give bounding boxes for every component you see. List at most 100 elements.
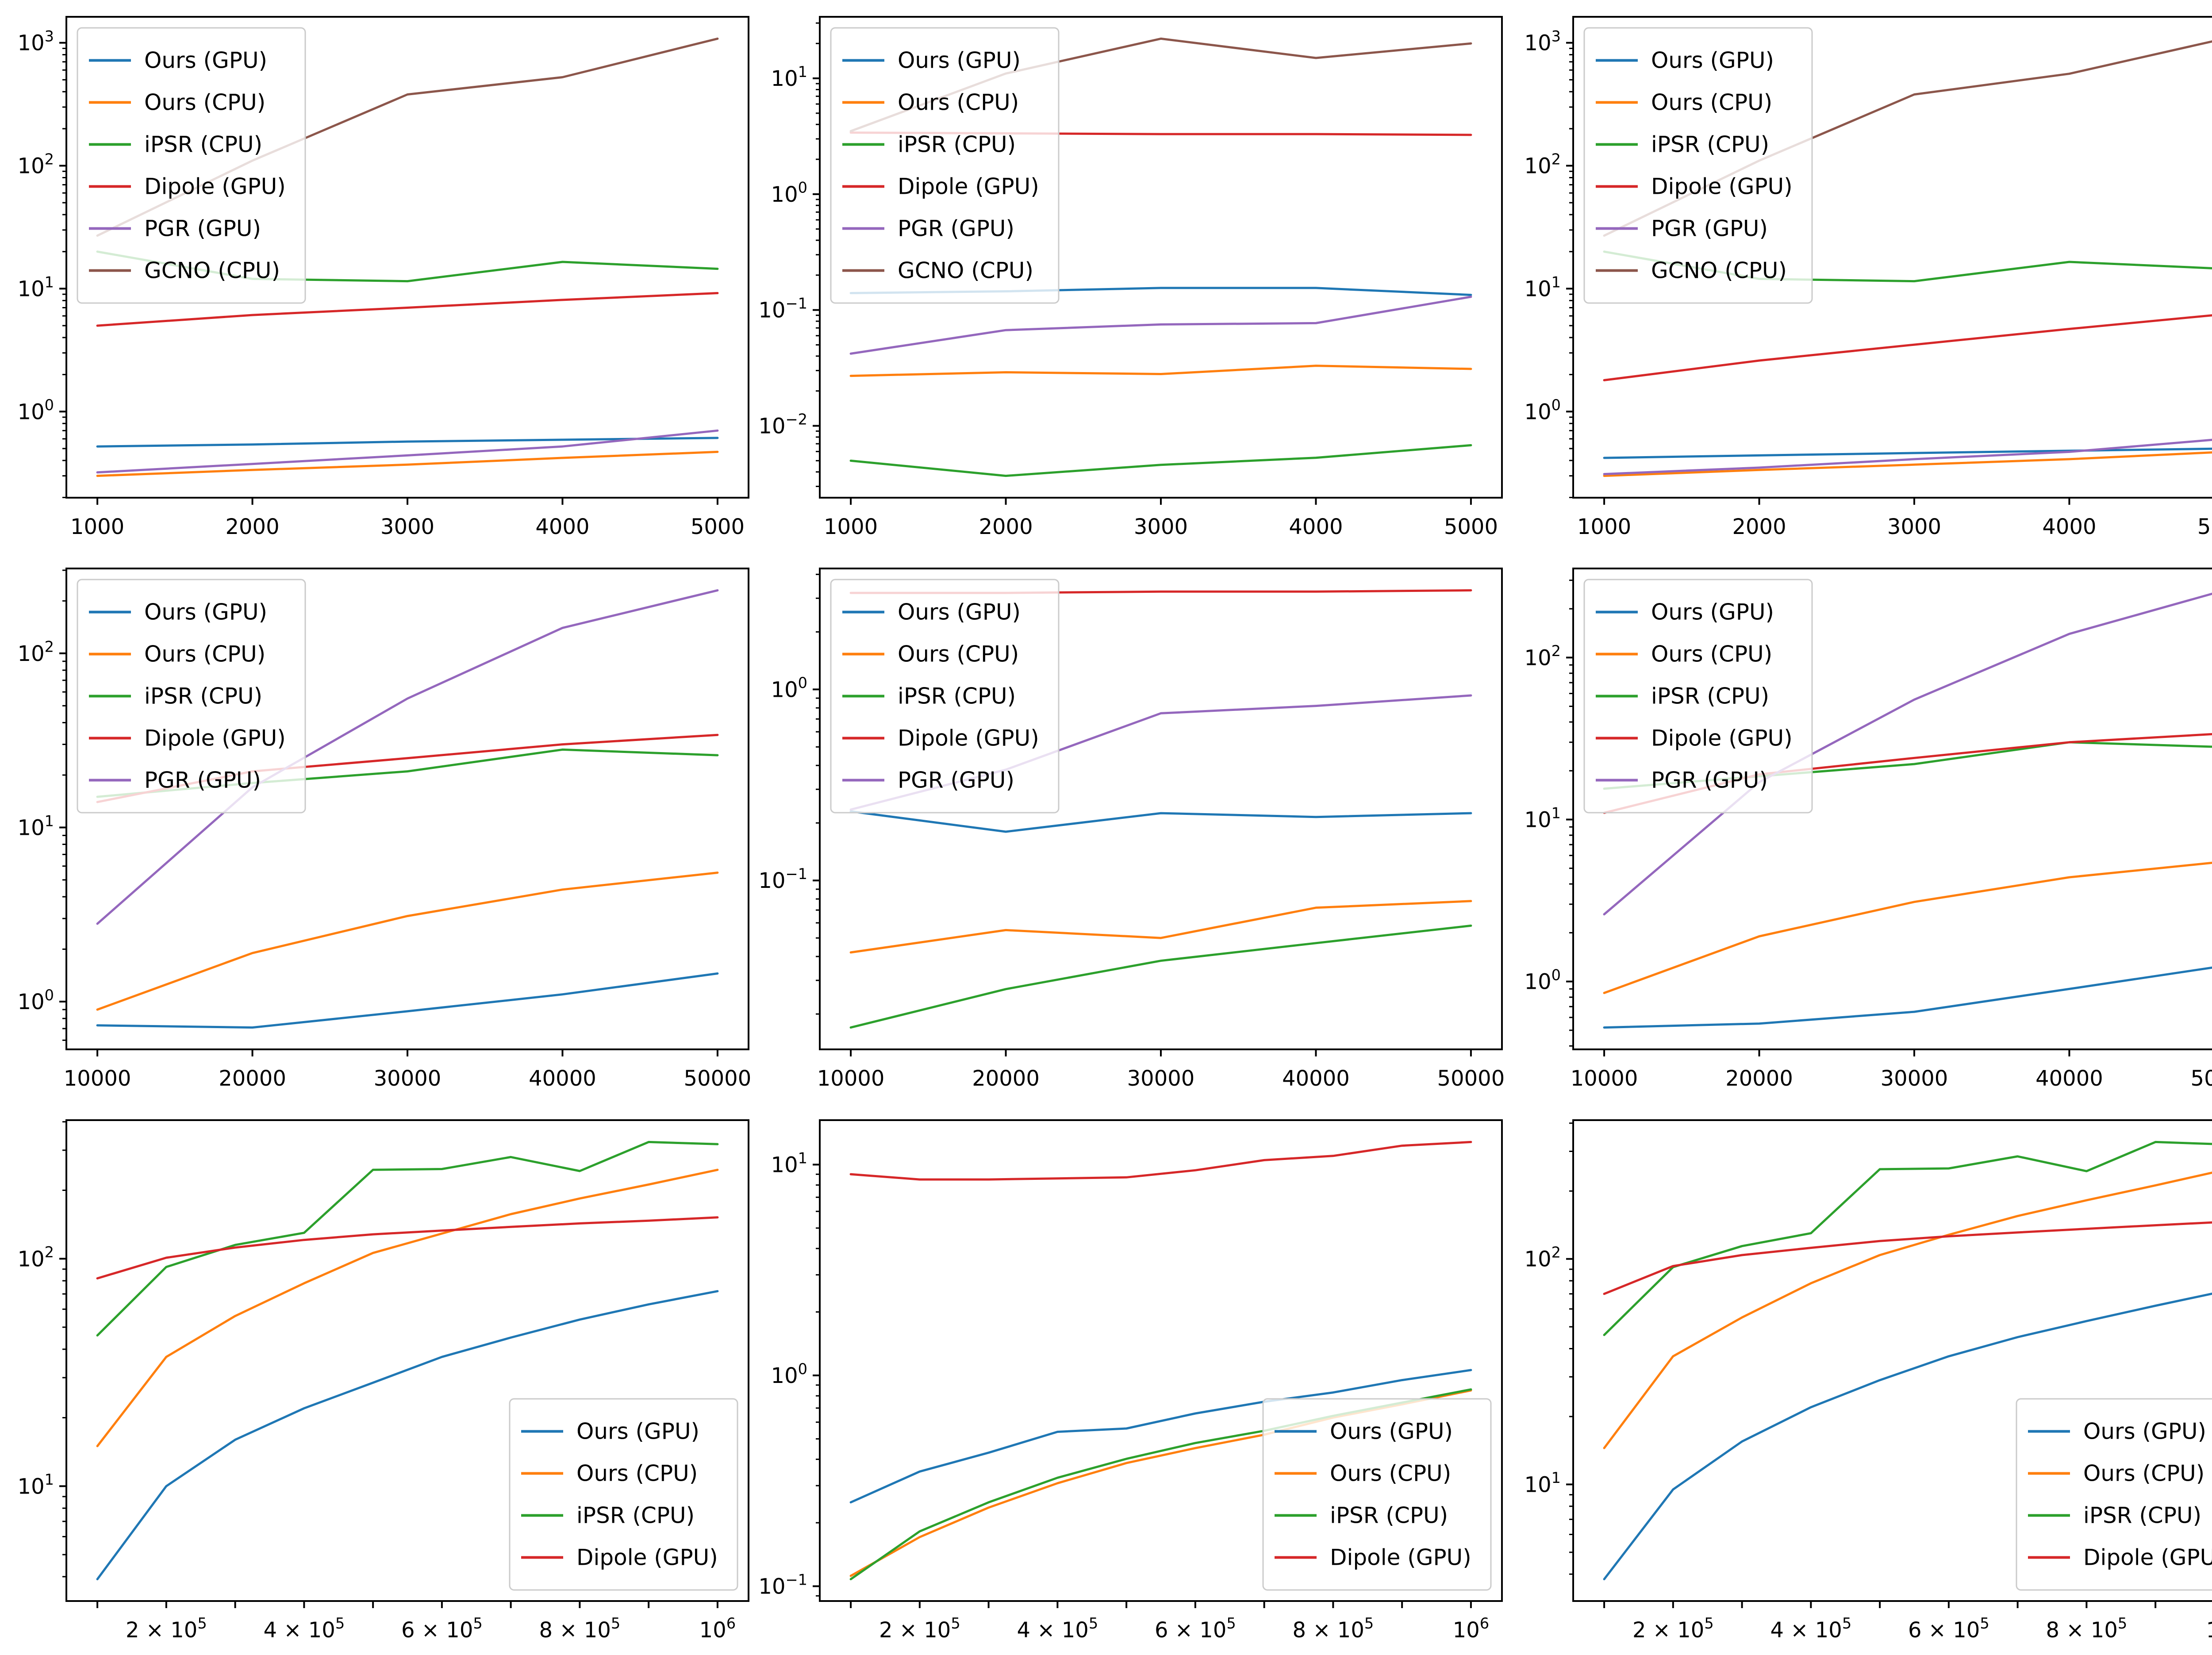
legend-box bbox=[1262, 1398, 1492, 1591]
line-ours-gpu bbox=[96, 972, 719, 1029]
subplot-r1c3: 100 101 102 103 1000 2000 3000 4000 5000 Ours (GP… bbox=[1507, 0, 2212, 552]
line-ipsr-cpu bbox=[849, 444, 1472, 477]
x-tick-label: 40000 bbox=[2035, 1066, 2103, 1091]
x-tick-label: 20000 bbox=[219, 1066, 286, 1091]
x-tick-label: 20000 bbox=[1725, 1066, 1793, 1091]
x-tick-label: 6 × 105 bbox=[401, 1615, 483, 1643]
subplot-r2c3: 100 101 102 10000 20000 30000 40000 50000 Ours (… bbox=[1507, 552, 2212, 1103]
legend-label: Dipole (GPU) bbox=[1651, 726, 1793, 751]
x-tick-label: 1000 bbox=[824, 515, 878, 539]
x-tick-label: 2000 bbox=[225, 515, 279, 539]
y-tick-label: 102 bbox=[18, 638, 54, 666]
legend-label: Dipole (GPU) bbox=[1651, 174, 1793, 200]
subplot-r1c2: 10−2 10−1 100 101 1000 2000 3000 4000 5000 Ours (… bbox=[753, 0, 1507, 552]
legend-box bbox=[1583, 27, 1813, 304]
y-tick-label: 100 bbox=[771, 674, 807, 702]
legend-label: GCNO (CPU) bbox=[898, 258, 1033, 284]
legend-label: iPSR (CPU) bbox=[144, 684, 262, 709]
x-tick-label: 10000 bbox=[64, 1066, 131, 1091]
line-ours-gpu bbox=[849, 810, 1472, 833]
legend-label: Ours (GPU) bbox=[576, 1419, 699, 1444]
legend-label: GCNO (CPU) bbox=[144, 258, 280, 284]
y-tick-label: 101 bbox=[1525, 804, 1561, 832]
x-tick-label: 8 × 105 bbox=[1293, 1615, 1374, 1643]
series-lines bbox=[1603, 40, 2212, 477]
y-tick-label: 100 bbox=[18, 396, 54, 424]
x-tick-label: 2000 bbox=[979, 515, 1033, 539]
line-ours-gpu bbox=[96, 1290, 719, 1581]
y-tick-label: 10−1 bbox=[758, 865, 807, 893]
legend: Ours (GPU) Ours (CPU) iPSR (CPU) Dipole (GP… bbox=[1583, 579, 1813, 814]
legend: Ours (GPU) Ours (CPU) iPSR (CPU) Dipole (GP… bbox=[77, 579, 306, 814]
line-pgr-gpu bbox=[1603, 592, 2212, 916]
y-tick-label: 102 bbox=[1525, 642, 1561, 670]
legend-label: Ours (GPU) bbox=[898, 48, 1021, 73]
legend-label: Dipole (GPU) bbox=[2083, 1545, 2212, 1571]
y-tick-label: 102 bbox=[1525, 150, 1561, 178]
legend-label: iPSR (CPU) bbox=[1651, 132, 1769, 157]
legend-label: Ours (CPU) bbox=[898, 90, 1019, 115]
y-tick-label: 103 bbox=[18, 28, 54, 56]
ticks: 10−1 100 101 2 × 105 4 × 105 6 × 105 8 × 105 10… bbox=[758, 1149, 1489, 1643]
line-ours-gpu bbox=[1603, 1292, 2212, 1581]
x-tick-label: 8 × 105 bbox=[2046, 1615, 2128, 1643]
y-tick-label: 10−1 bbox=[758, 295, 807, 323]
line-ours-gpu bbox=[1603, 966, 2212, 1029]
x-tick-label: 6 × 105 bbox=[1155, 1615, 1236, 1643]
y-tick-label: 10−2 bbox=[758, 411, 807, 438]
legend-box bbox=[77, 27, 306, 304]
legend-label: iPSR (CPU) bbox=[144, 132, 262, 157]
line-ipsr-cpu bbox=[849, 924, 1472, 1029]
line-ours-cpu bbox=[1603, 451, 2212, 477]
line-ours-cpu bbox=[96, 872, 719, 1011]
x-tick-label: 4000 bbox=[2042, 515, 2096, 539]
subplot-r1c1: 100 101 102 103 1000 2000 3000 4000 5000 Ours (GP… bbox=[0, 0, 753, 552]
legend-label: Dipole (GPU) bbox=[1330, 1545, 1471, 1571]
x-tick-label: 8 × 105 bbox=[539, 1615, 621, 1643]
ticks: 100 101 102 10000 20000 30000 40000 50000 bbox=[1525, 580, 2212, 1091]
line-pgr-gpu bbox=[96, 589, 719, 925]
y-tick-label: 102 bbox=[18, 150, 54, 178]
line-ours-gpu bbox=[849, 1369, 1472, 1504]
x-tick-label: 106 bbox=[2206, 1615, 2212, 1643]
x-tick-label: 50000 bbox=[2191, 1066, 2212, 1091]
y-tick-label: 101 bbox=[771, 63, 807, 91]
x-tick-label: 50000 bbox=[684, 1066, 752, 1091]
ticks: 101 102 2 × 105 4 × 105 6 × 105 8 × 105 106 bbox=[18, 1121, 736, 1643]
y-tick-label: 102 bbox=[18, 1244, 54, 1271]
legend-box bbox=[830, 27, 1060, 304]
x-tick-label: 10000 bbox=[817, 1066, 885, 1091]
line-ours-cpu bbox=[96, 1168, 719, 1448]
subplot-r2c1: 100 101 102 10000 20000 30000 40000 50000 Ours (… bbox=[0, 552, 753, 1103]
x-tick-label: 20000 bbox=[972, 1066, 1040, 1091]
ticks: 100 101 102 10000 20000 30000 40000 50000 bbox=[18, 569, 752, 1091]
legend-label: Ours (GPU) bbox=[898, 599, 1021, 625]
line-dipole-gpu bbox=[849, 1140, 1472, 1181]
x-tick-label: 30000 bbox=[1881, 1066, 1948, 1091]
y-tick-label: 101 bbox=[771, 1149, 807, 1177]
subplot-r3c2: 10−1 100 101 2 × 105 4 × 105 6 × 105 8 × 105 10… bbox=[753, 1103, 1507, 1655]
y-tick-label: 103 bbox=[1525, 28, 1561, 56]
line-ours-gpu bbox=[96, 437, 719, 448]
line-ours-gpu bbox=[1603, 447, 2212, 459]
x-tick-label: 4 × 105 bbox=[263, 1615, 345, 1643]
x-tick-label: 4 × 105 bbox=[1770, 1615, 1851, 1643]
line-dipole-gpu bbox=[96, 292, 719, 327]
legend-label: iPSR (CPU) bbox=[898, 684, 1016, 709]
legend-box bbox=[77, 579, 306, 814]
legend-label: Ours (CPU) bbox=[576, 1461, 698, 1486]
legend-label: Ours (CPU) bbox=[1651, 90, 1772, 115]
axes-frame bbox=[65, 1119, 749, 1602]
x-tick-label: 2 × 105 bbox=[126, 1615, 207, 1643]
line-dipole-gpu bbox=[1603, 1221, 2212, 1295]
legend: Ours (GPU) Ours (CPU) iPSR (CPU) Dipole (GP… bbox=[1262, 1398, 1492, 1591]
legend-label: Ours (GPU) bbox=[144, 48, 267, 73]
legend-label: Dipole (GPU) bbox=[144, 726, 286, 751]
ticks: 10−1 100 10000 20000 30000 40000 50000 bbox=[758, 573, 1505, 1091]
x-tick-label: 4000 bbox=[535, 515, 589, 539]
y-tick-label: 100 bbox=[1525, 396, 1561, 424]
legend-label: Dipole (GPU) bbox=[576, 1545, 718, 1571]
legend-box bbox=[1583, 579, 1813, 814]
line-ipsr-cpu bbox=[96, 1140, 719, 1337]
legend-label: Ours (GPU) bbox=[1651, 48, 1774, 73]
